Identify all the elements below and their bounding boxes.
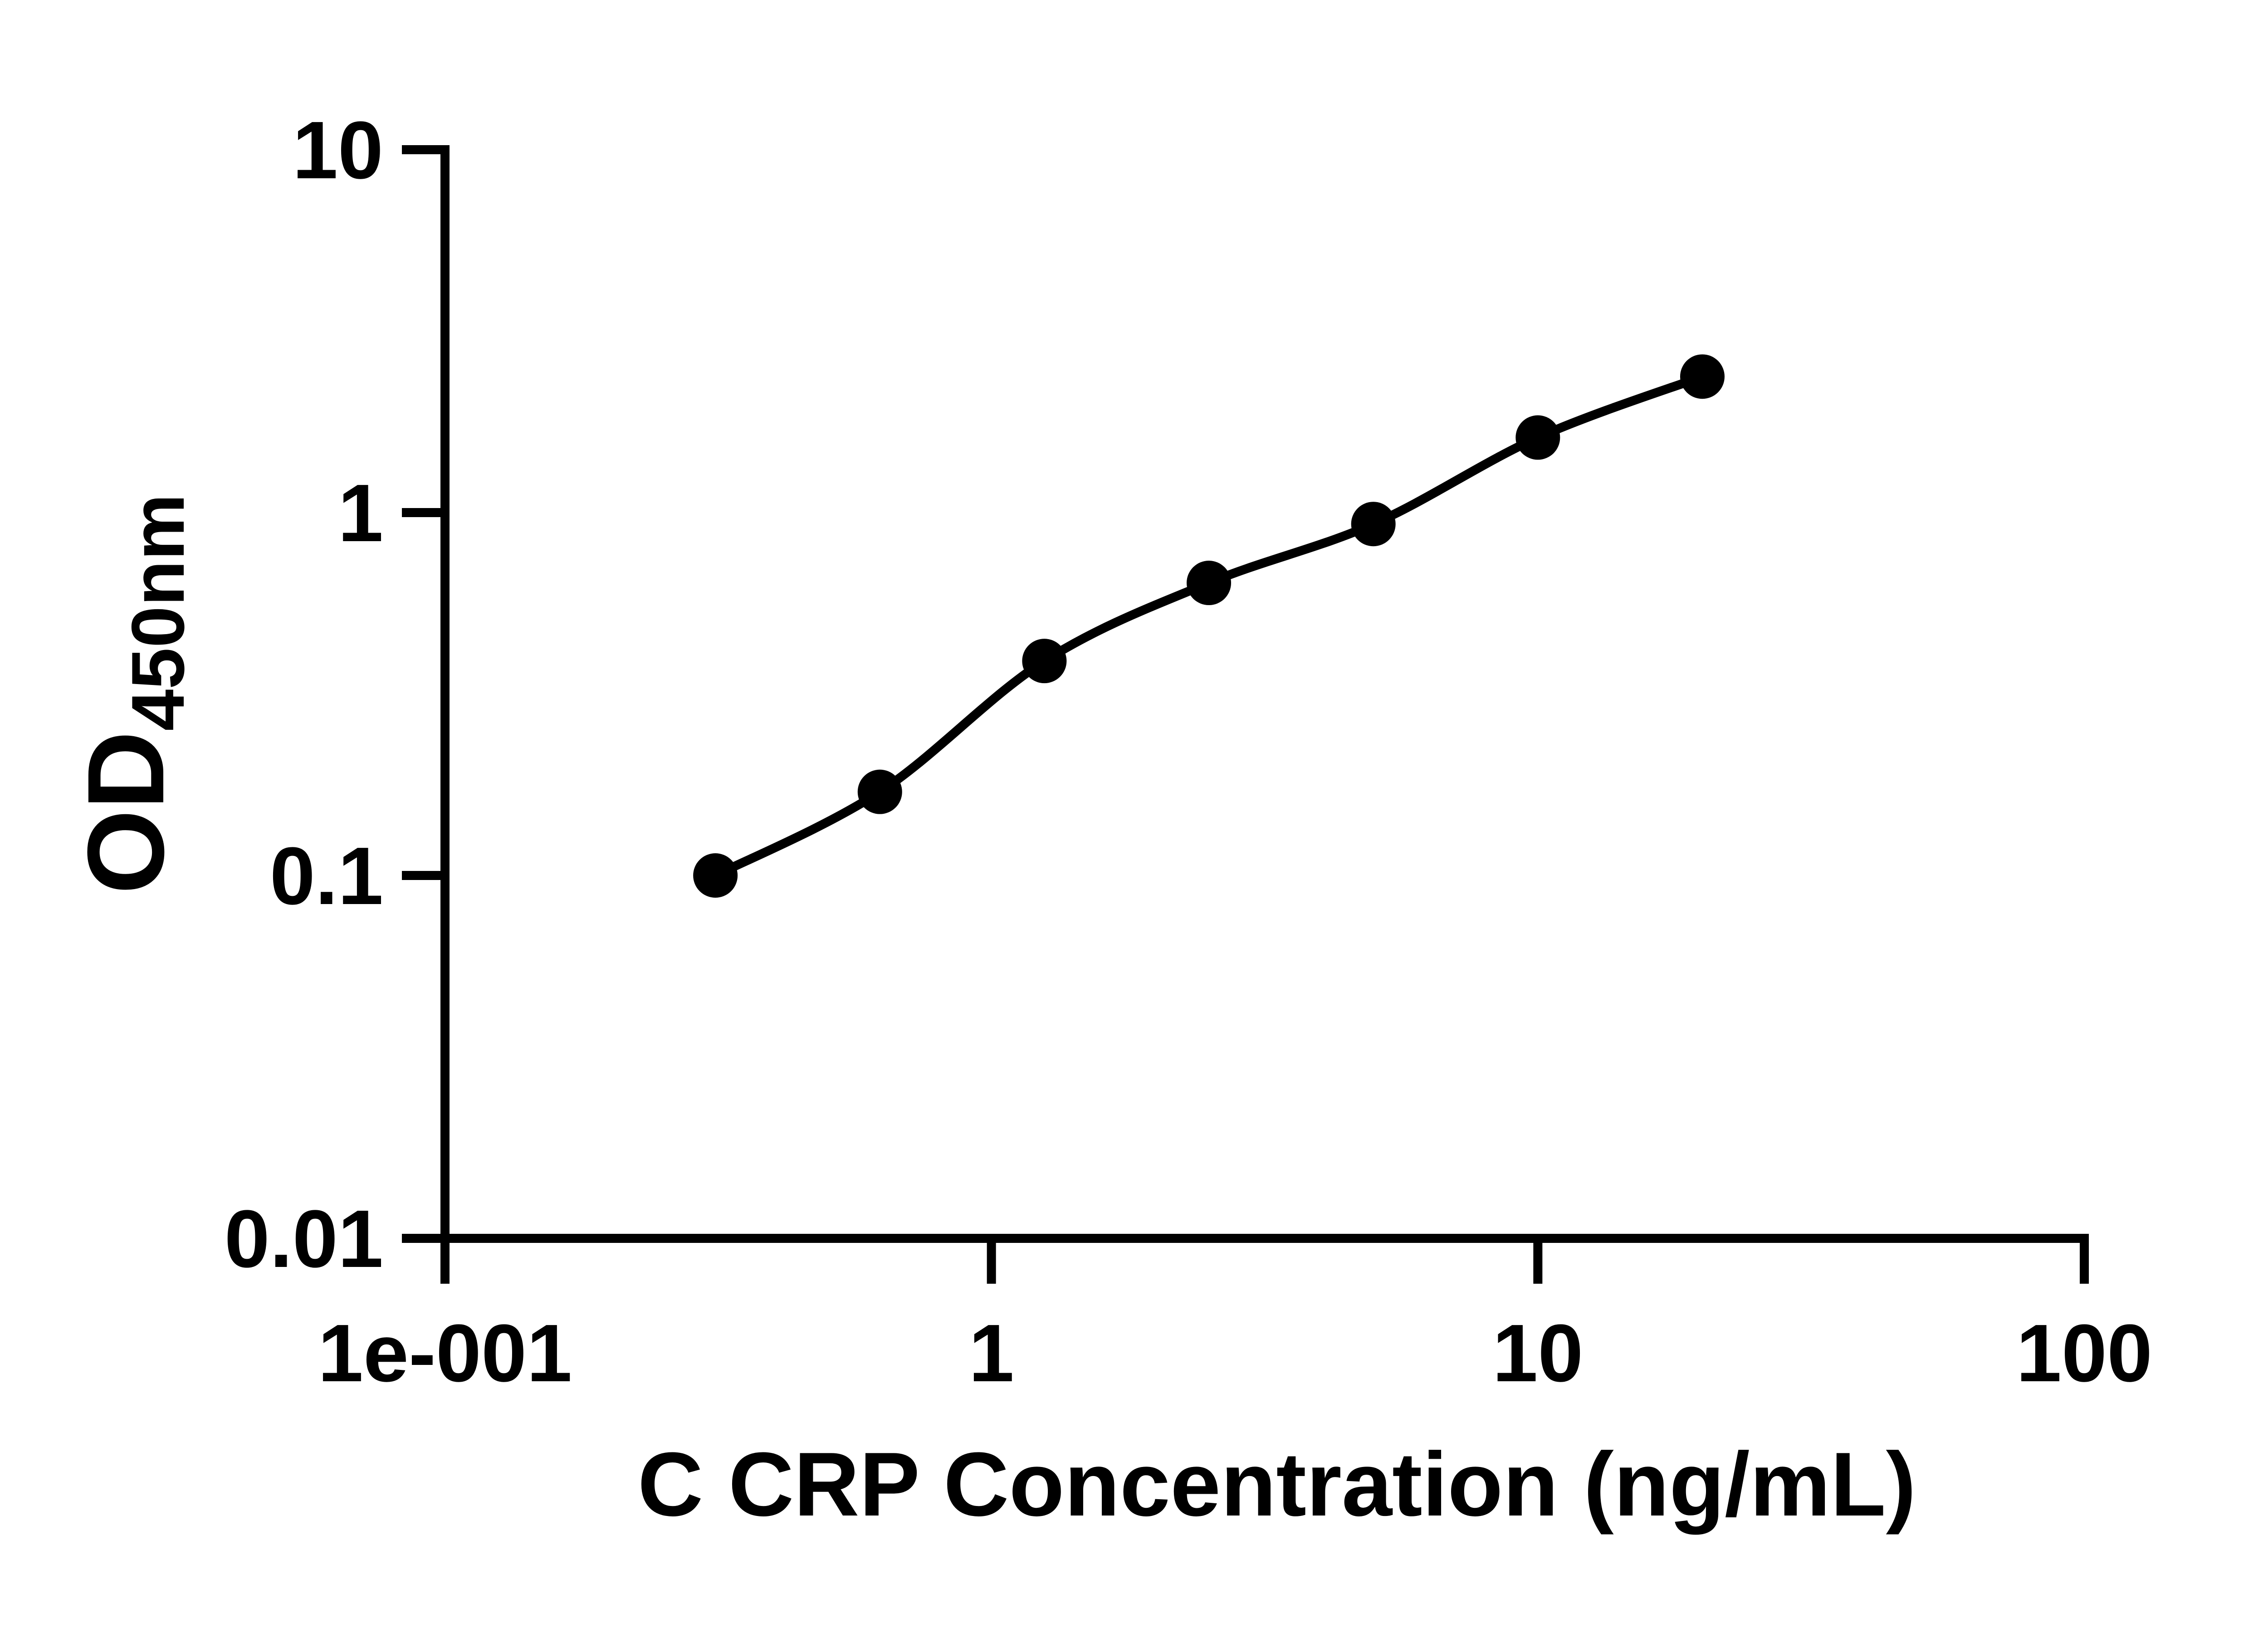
y-tick-label: 0.01 [225, 1193, 383, 1285]
tick-labels: 10 1 0.1 0.01 1e-001 1 10 100 [225, 105, 2153, 1399]
data-point [693, 853, 738, 898]
data-point [857, 769, 902, 814]
data-point [1515, 415, 1560, 460]
tick-marks [402, 145, 2089, 1284]
y-tick-label: 1 [338, 468, 383, 559]
data-point [1680, 354, 1725, 399]
y-tick-label: 10 [293, 105, 383, 196]
x-tick-label: 100 [2016, 1308, 2152, 1399]
y-tick-label: 0.1 [270, 831, 383, 922]
x-tick-label: 1 [969, 1308, 1014, 1399]
x-axis-title: C CRP Concentration (ng/mL) [638, 1434, 1916, 1535]
y-axis-title-base: OD [65, 731, 186, 894]
y-axis-title: OD450nm [65, 494, 200, 895]
x-tick-label: 1e-001 [318, 1308, 572, 1399]
x-tick-label: 10 [1492, 1308, 1583, 1399]
axes [402, 145, 2089, 1284]
data-point [1022, 639, 1067, 684]
data-series [693, 354, 1725, 898]
y-axis-title-subscript: 450nm [116, 494, 200, 731]
data-point [1351, 502, 1396, 547]
data-point [1187, 561, 1232, 606]
